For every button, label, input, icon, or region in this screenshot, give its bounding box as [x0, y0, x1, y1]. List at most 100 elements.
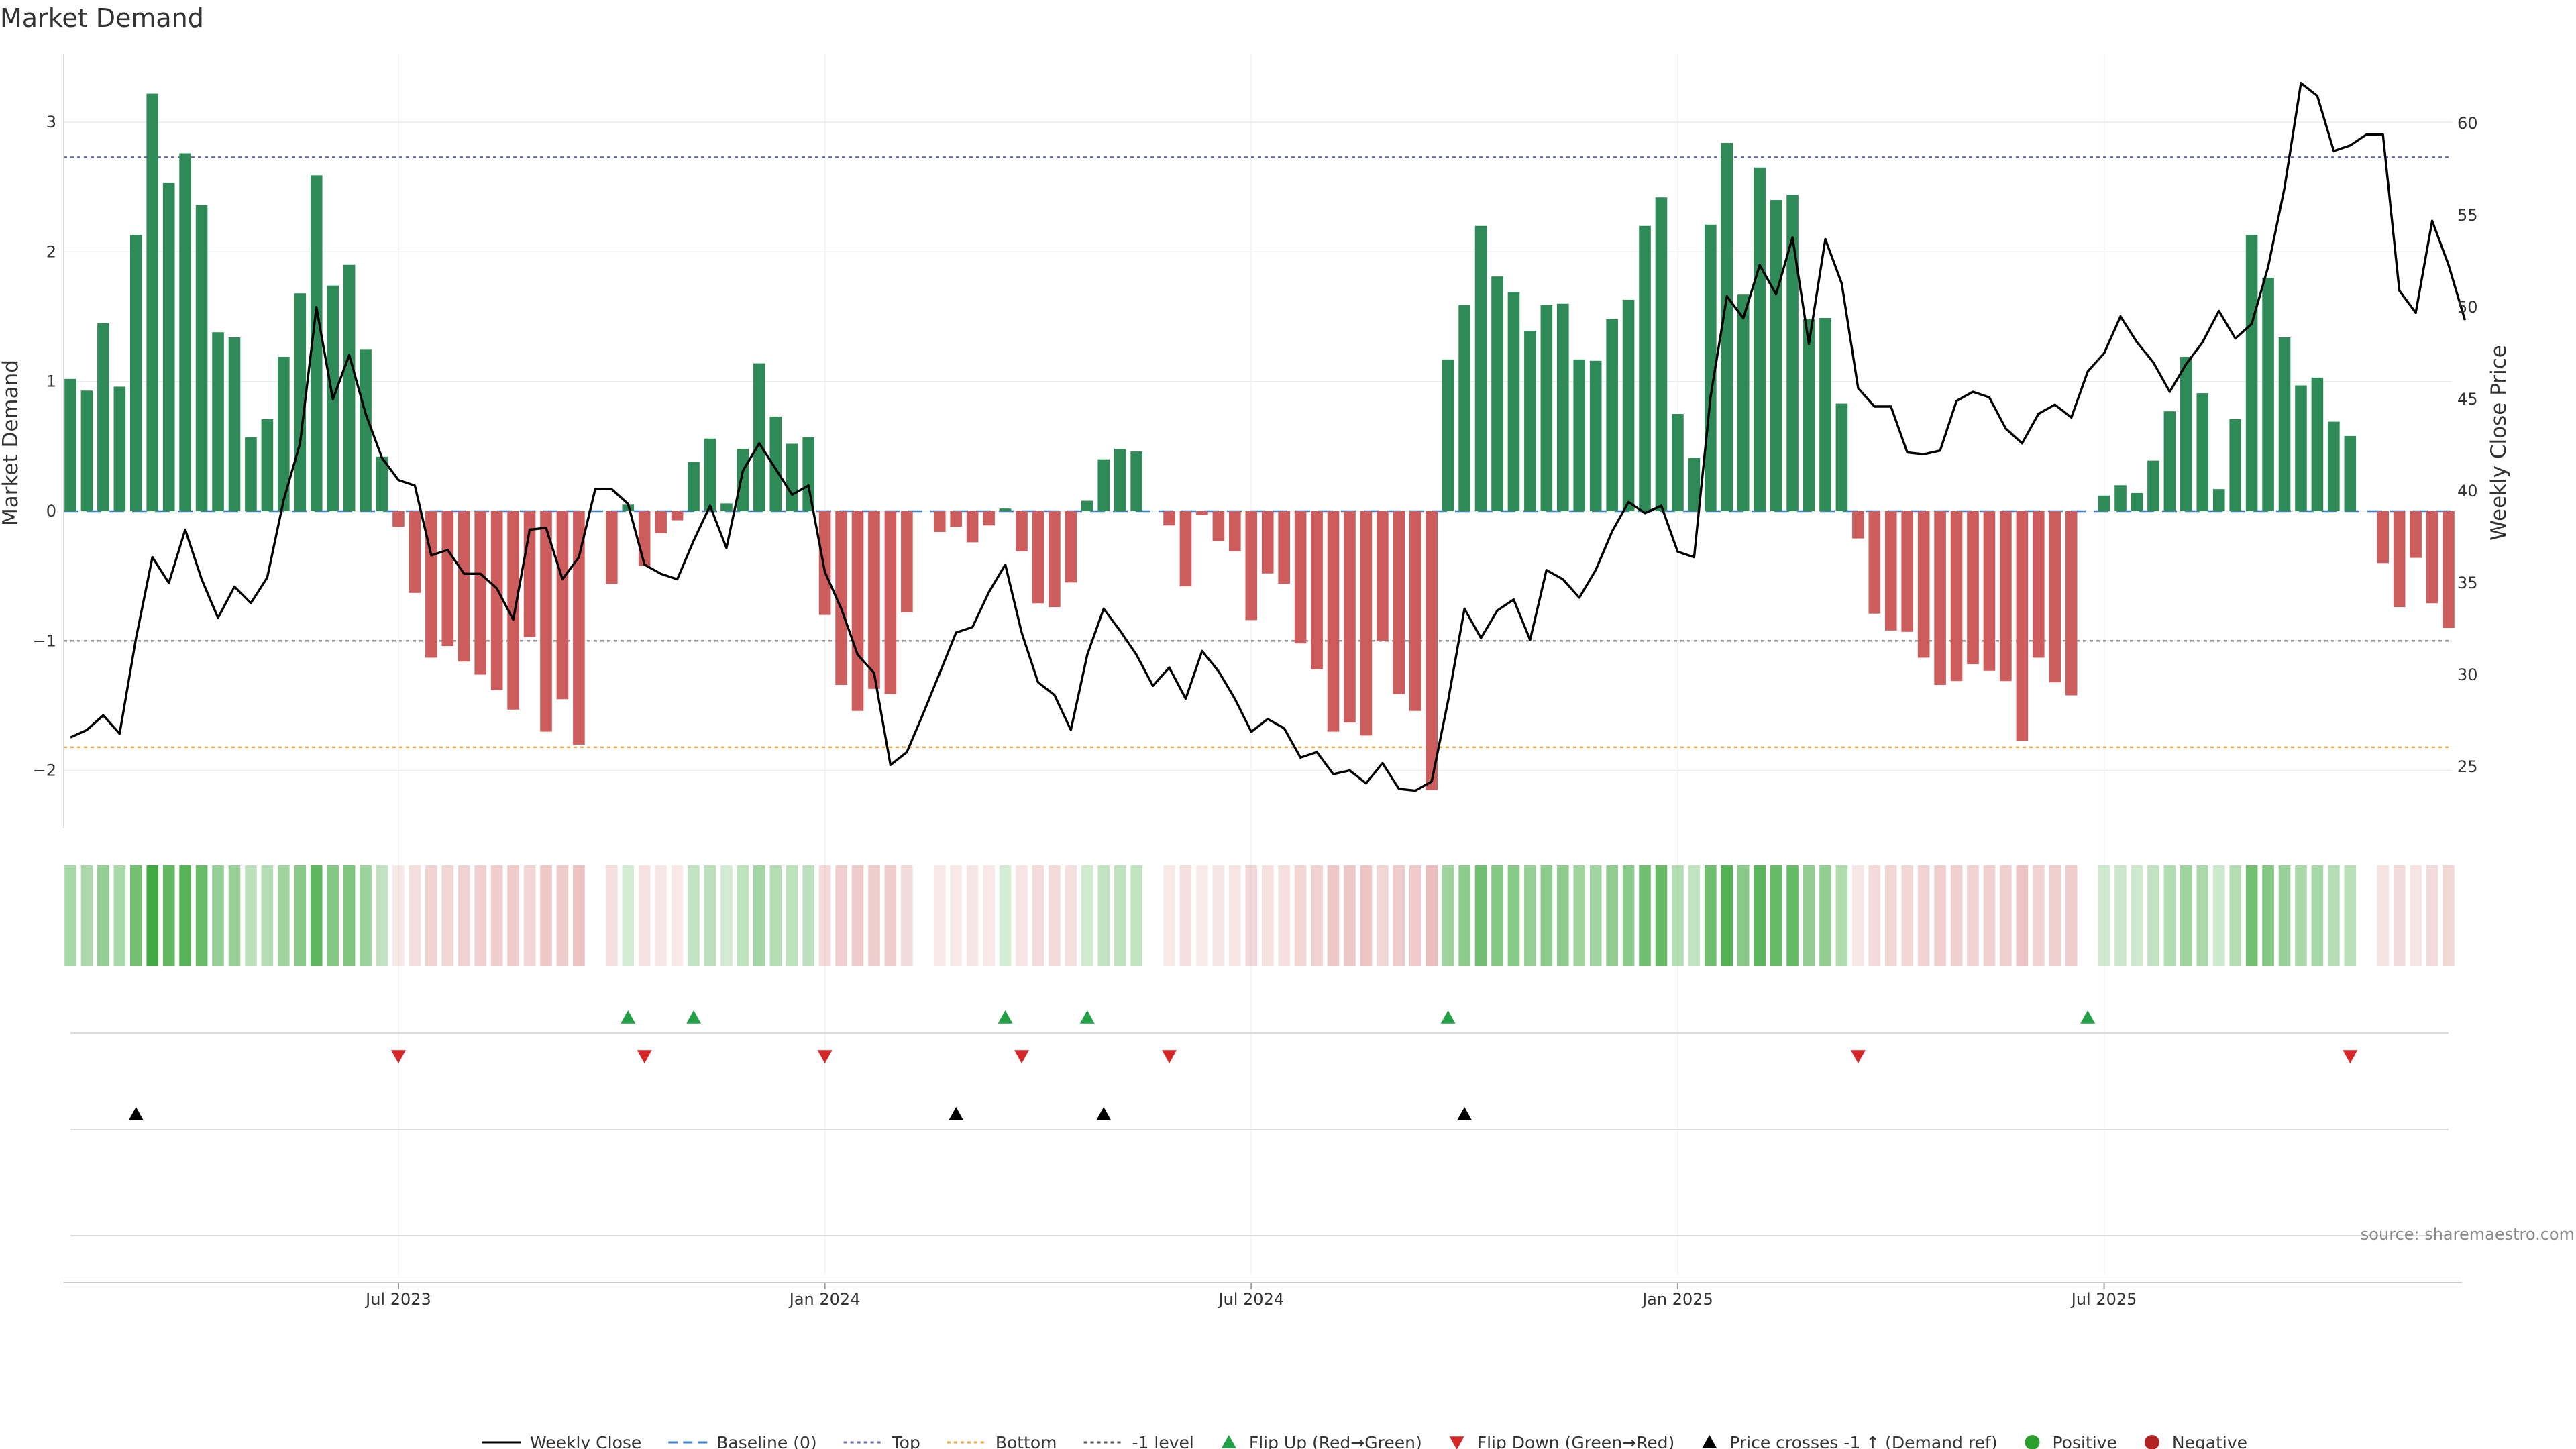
source-note: source: sharemaestro.com [2361, 1225, 2575, 1244]
demand-bar [1737, 294, 1750, 511]
heat-cell [1114, 865, 1126, 966]
demand-bar [901, 511, 913, 612]
heat-cell [1097, 865, 1110, 966]
heat-cell [146, 865, 159, 966]
demand-bar [1130, 451, 1142, 511]
demand-bar [1196, 511, 1208, 515]
axes: −2 −1 0 1 2 3 25 30 35 40 45 50 55 60 [33, 54, 2478, 828]
heat-cell [2000, 865, 2012, 966]
heat-cell [490, 865, 503, 966]
demand-bar [1360, 511, 1373, 736]
y2-tick-label: 45 [2457, 390, 2478, 409]
flip-up-marker [2080, 1010, 2096, 1024]
heat-cell [2295, 865, 2307, 966]
demand-bar [146, 93, 159, 512]
legend-swatch [1449, 1436, 1464, 1449]
demand-bar [688, 462, 700, 511]
demand-bar [1491, 276, 1503, 511]
chart-title: Market Demand [0, 3, 204, 33]
heat-cell [1754, 865, 1766, 966]
legend-swatch [1702, 1435, 1717, 1448]
demand-bar [2196, 393, 2209, 511]
heat-cell [1196, 865, 1208, 966]
legend-label: Negative [2172, 1433, 2247, 1449]
price-cross-marker [1096, 1107, 1112, 1120]
heat-cell [1212, 865, 1225, 966]
heat-cell [802, 865, 814, 966]
demand-bar [2131, 492, 2143, 511]
heat-cell [245, 865, 257, 966]
demand-bar [933, 511, 946, 532]
heat-cell [769, 865, 782, 966]
reference-lines [64, 156, 2452, 749]
demand-bar [1983, 511, 1996, 671]
demand-bar [1819, 317, 1831, 511]
demand-bar [2163, 411, 2176, 511]
y-axis-title: Market Demand [0, 360, 23, 526]
heat-cell [1344, 865, 1356, 966]
demand-bar [97, 323, 109, 511]
heat-cell [2328, 865, 2340, 966]
demand-bar [1672, 414, 1684, 511]
demand-bar [2245, 235, 2258, 511]
heat-cell [310, 865, 323, 966]
heat-cell [2065, 865, 2078, 966]
legend-label: Top [892, 1433, 920, 1449]
heat-cell [2163, 865, 2176, 966]
heat-cell [278, 865, 290, 966]
heat-cell [704, 865, 716, 966]
demand-bar [1114, 449, 1126, 511]
demand-bar [458, 511, 470, 662]
heat-cell [1622, 865, 1635, 966]
legend-item: Weekly Close [482, 1433, 641, 1449]
y-tick-label: −1 [33, 631, 56, 650]
demand-bar [884, 511, 897, 694]
heat-cell [327, 865, 339, 966]
demand-bar [441, 511, 454, 647]
heat-cell [2049, 865, 2061, 966]
heat-cell [1983, 865, 1996, 966]
demand-bar [64, 378, 76, 511]
demand-bar [720, 503, 733, 511]
legend-swatch [1221, 1435, 1236, 1448]
y-tick-label: −2 [33, 761, 56, 780]
heat-cell [2131, 865, 2143, 966]
heat-cell [2229, 865, 2241, 966]
demand-heat-strip [64, 865, 2455, 966]
heat-cell [1311, 865, 1323, 966]
heat-cell [884, 865, 897, 966]
demand-bar [1442, 359, 1454, 511]
heat-cell [1442, 865, 1454, 966]
demand-bar [2032, 511, 2045, 658]
legend-label: Baseline (0) [716, 1433, 816, 1449]
demand-bar [1327, 511, 1340, 732]
demand-bar [1065, 511, 1077, 583]
heat-cell [2262, 865, 2274, 966]
heat-cell [1556, 865, 1569, 966]
demand-bar [1589, 360, 1602, 511]
heat-cell [1179, 865, 1192, 966]
heat-cell [97, 865, 109, 966]
heat-cell [1967, 865, 1979, 966]
weekly-close-path [70, 82, 2467, 792]
demand-bar [1688, 458, 1701, 511]
demand-bar [2344, 435, 2357, 511]
legend-swatch [2025, 1435, 2040, 1449]
heat-cell [474, 865, 487, 966]
heat-cell [1950, 865, 1963, 966]
heat-cell [540, 865, 552, 966]
heat-cell [1589, 865, 1602, 966]
legend-item: Positive [2025, 1433, 2117, 1449]
demand-bar [1901, 511, 1914, 632]
price-cross-marker [949, 1107, 964, 1120]
demand-bar [1409, 511, 1421, 711]
heat-cell [1491, 865, 1503, 966]
demand-bar [409, 511, 421, 593]
demand-bar [737, 449, 749, 511]
demand-bar [1721, 143, 1733, 511]
heat-cell [818, 865, 831, 966]
demand-bar [818, 511, 831, 615]
heat-cell [1803, 865, 1815, 966]
flip-down-marker [1014, 1050, 1029, 1063]
demand-bar [655, 511, 667, 533]
